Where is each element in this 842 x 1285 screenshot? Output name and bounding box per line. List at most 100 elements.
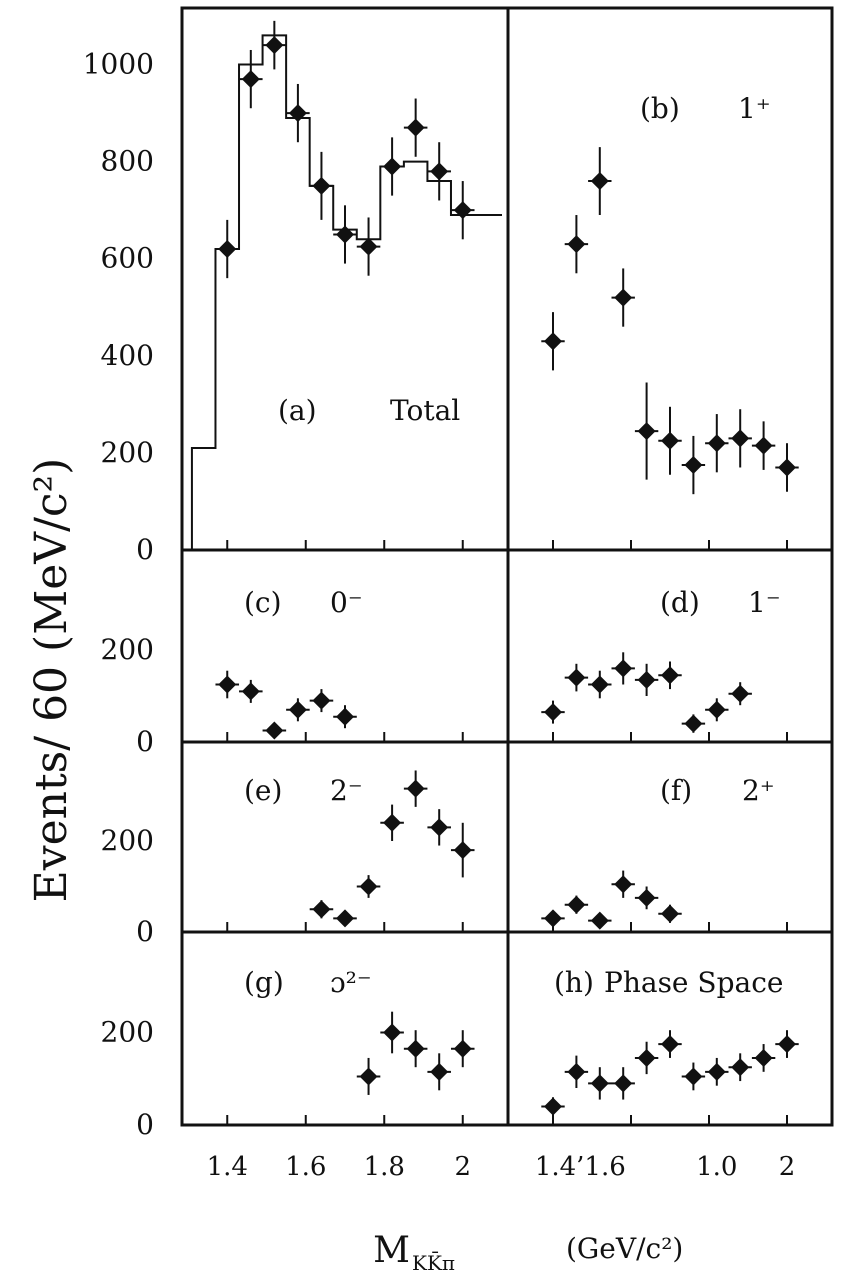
panel-name: 2⁺ xyxy=(742,774,775,807)
data-point xyxy=(614,288,633,307)
panel-label: (g) xyxy=(244,966,284,999)
panel-label: (a) xyxy=(278,394,317,427)
data-point xyxy=(637,1048,656,1067)
panel-g: 0 200 (g) ɔ²⁻ xyxy=(101,966,475,1141)
y-tick-label: 0 xyxy=(136,1108,154,1141)
panel-label: (f) xyxy=(660,774,692,807)
y-tick-label: 0 xyxy=(136,915,154,948)
data-point xyxy=(336,225,354,244)
data-point xyxy=(288,104,307,123)
data-point xyxy=(567,895,586,914)
data-point xyxy=(218,240,237,259)
y-tick-label: 1000 xyxy=(83,48,154,81)
data-point xyxy=(241,682,260,701)
data-point xyxy=(336,707,354,726)
data-point xyxy=(406,118,425,137)
data-point xyxy=(265,721,284,740)
data-point xyxy=(218,675,237,694)
panel-name: 1⁺ xyxy=(738,92,771,125)
data-point xyxy=(430,1062,449,1081)
data-point xyxy=(754,1048,773,1067)
histogram-step xyxy=(190,34,502,550)
data-point xyxy=(637,670,656,689)
data-point xyxy=(778,458,796,477)
x-axis-label-main: M xyxy=(373,1230,410,1271)
data-point xyxy=(590,911,609,930)
y-tick-label: 400 xyxy=(101,339,154,372)
y-tick-label: 0 xyxy=(136,725,154,758)
panel-label: (d) xyxy=(660,586,700,619)
y-tick-label: 200 xyxy=(101,633,154,666)
data-point xyxy=(453,201,472,220)
data-point xyxy=(661,431,679,450)
data-point xyxy=(430,818,449,837)
data-point xyxy=(590,675,609,694)
panel-b: (b) 1⁺ xyxy=(541,92,799,495)
y-tick-label: 200 xyxy=(101,824,154,857)
data-point xyxy=(684,1067,703,1086)
panel-f: (f) 2⁺ xyxy=(541,774,775,930)
chart-marks: 0 200 400 600 800 1000 (a) Total (b) 1⁺ 0 200 (c) 0⁻ (… xyxy=(83,20,799,1141)
x-axis-label-subscript: KK̄π xyxy=(412,1250,455,1275)
x-tick-label: 1.0 xyxy=(696,1152,737,1182)
data-point xyxy=(406,1039,425,1058)
data-point xyxy=(637,888,656,907)
data-point xyxy=(544,703,562,722)
data-point xyxy=(731,429,750,448)
data-point xyxy=(544,1097,562,1116)
data-point xyxy=(707,700,726,719)
panel-name: 0⁻ xyxy=(330,586,363,619)
data-point xyxy=(359,237,378,256)
panel-name: 2⁻ xyxy=(330,774,363,807)
y-tick-label: 200 xyxy=(101,1016,154,1049)
data-point xyxy=(312,900,331,919)
data-point xyxy=(684,456,703,475)
panel-label: (c) xyxy=(244,586,282,619)
data-point xyxy=(383,813,402,832)
data-point xyxy=(778,1035,796,1054)
x-tick-label: 1.4’1.6 xyxy=(535,1152,626,1182)
data-point xyxy=(590,1074,609,1093)
panel-name: Total xyxy=(390,394,460,427)
panel-d: (d) 1⁻ xyxy=(541,586,781,733)
data-point xyxy=(614,875,633,894)
panel-a: 0 200 400 600 800 1000 (a) Total xyxy=(83,20,502,566)
y-axis-label: Events/ 60 (MeV/c²) xyxy=(26,458,77,903)
data-point xyxy=(614,1074,633,1093)
data-point xyxy=(590,172,609,191)
data-point xyxy=(754,436,773,455)
data-point xyxy=(614,659,633,678)
x-tick-label: 1.4 xyxy=(207,1152,248,1182)
data-point xyxy=(567,1062,586,1081)
panel-e: 0 200 (e) 2⁻ xyxy=(101,770,475,948)
x-axis-label-unit: (GeV/c²) xyxy=(566,1232,683,1265)
data-point xyxy=(265,36,284,55)
panel-name: Phase Space xyxy=(604,966,783,999)
x-tick-label: 2 xyxy=(779,1152,796,1182)
data-point xyxy=(312,691,331,710)
panel-label: (e) xyxy=(244,774,282,807)
data-point xyxy=(406,779,425,798)
data-point xyxy=(684,714,703,733)
data-point xyxy=(383,1023,402,1042)
data-point xyxy=(241,70,260,89)
data-point xyxy=(453,841,472,860)
data-point xyxy=(661,1035,679,1054)
x-tick-label: 2 xyxy=(454,1152,471,1182)
data-point xyxy=(637,422,656,441)
y-tick-label: 200 xyxy=(101,436,154,469)
data-point xyxy=(430,162,449,181)
y-tick-label: 800 xyxy=(101,145,154,178)
data-point xyxy=(288,700,307,719)
panel-label: (b) xyxy=(640,92,680,125)
data-point xyxy=(567,235,586,254)
data-point xyxy=(359,877,378,896)
panel-frame: 1.4 1.6 1.8 2 1.4’1.6 1.0 2 xyxy=(180,6,834,1182)
data-point xyxy=(661,904,679,923)
panel-name: ɔ²⁻ xyxy=(330,966,372,999)
data-point xyxy=(707,1062,726,1081)
data-point xyxy=(567,668,586,687)
data-point xyxy=(731,1058,750,1077)
y-tick-label: 600 xyxy=(101,242,154,275)
